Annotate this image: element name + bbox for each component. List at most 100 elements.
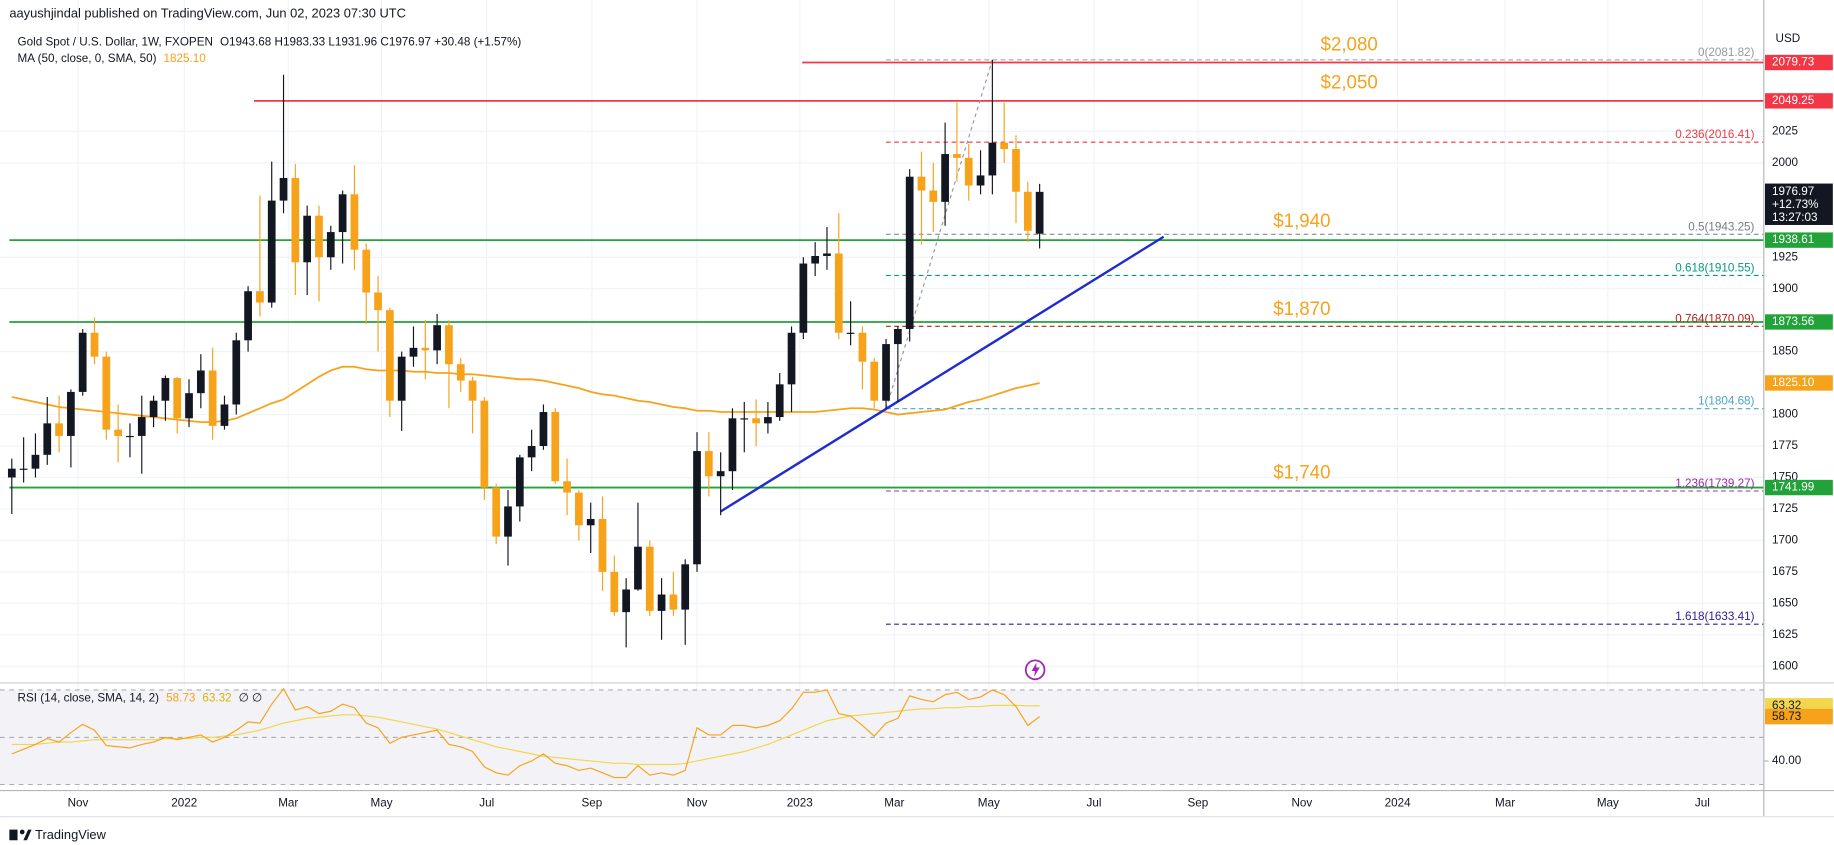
candle-body — [338, 194, 347, 233]
y-tick-label: 1725 — [1772, 502, 1798, 515]
x-tick-label: Jul — [1086, 797, 1101, 810]
x-tick-label: Nov — [1292, 797, 1313, 810]
x-tick-label: Mar — [1495, 797, 1515, 810]
candle-body — [846, 332, 855, 334]
candle-body — [799, 263, 808, 333]
level-badge-bg — [1764, 232, 1833, 248]
candle-body — [421, 347, 430, 351]
rsi-name: RSI (14, close, SMA, 14, 2) — [18, 691, 160, 704]
candle-body — [350, 194, 359, 250]
fib-label: 1(1804.68) — [1698, 395, 1755, 408]
candle-body — [78, 332, 87, 392]
candle-body — [905, 176, 914, 329]
x-tick-label: Sep — [581, 797, 602, 810]
candle-body — [1012, 149, 1020, 192]
candle-body — [882, 344, 890, 401]
candle-body — [114, 429, 122, 436]
candle-body — [126, 435, 134, 438]
candle-body — [775, 384, 784, 418]
x-tick-label: May — [978, 797, 1000, 810]
fib-label: 0.5(1943.25) — [1688, 220, 1754, 233]
candle-body — [244, 291, 252, 341]
x-tick-label: Jul — [479, 797, 494, 810]
price-annotation: $2,050 — [1321, 71, 1378, 92]
candle-body — [208, 370, 217, 426]
ma-name: MA (50, close, 0, SMA, 50) — [18, 52, 157, 65]
x-tick-label: Jul — [1695, 797, 1710, 810]
candle-body — [256, 291, 264, 303]
y-tick-label: 1850 — [1772, 345, 1798, 358]
rsi-ma-value: 63.32 — [202, 691, 231, 704]
credit: aayushjindal published on TradingView.co… — [9, 6, 406, 21]
x-tick-label: Mar — [884, 797, 904, 810]
candle-body — [196, 370, 205, 394]
candle-body — [303, 215, 312, 263]
candle-body — [917, 176, 926, 191]
level-badge-bg — [1764, 54, 1833, 71]
level-badge-bg — [1764, 93, 1833, 109]
candle-body — [149, 400, 158, 418]
candle-body — [681, 564, 690, 610]
candle-body — [326, 232, 335, 258]
candle-body — [185, 393, 193, 419]
x-tick-label: Nov — [687, 797, 708, 810]
candle-body — [870, 361, 879, 401]
candle-body — [764, 417, 772, 424]
candle-body — [409, 347, 418, 357]
rsi-value: 58.73 — [166, 691, 196, 704]
x-tick-label: 2022 — [171, 797, 197, 810]
candle-body — [598, 519, 607, 572]
candle-body — [953, 154, 961, 158]
candle-body — [728, 418, 737, 472]
candle-body — [563, 481, 571, 493]
rsi-tick-label: 40.00 — [1772, 754, 1802, 767]
legend-title: Gold Spot / U.S. Dollar, 1W, FXOPEN O1943… — [18, 36, 522, 49]
rsi-badge-bg — [1764, 708, 1833, 725]
ma-line — [11, 365, 1040, 423]
fib-label: 0.618(1910.55) — [1675, 261, 1754, 274]
x-tick-label: Sep — [1188, 797, 1209, 810]
rsi-badge: 58.73 — [1772, 710, 1802, 723]
candle-body — [161, 378, 170, 401]
currency: USD — [1776, 32, 1801, 45]
countdown: 13:27:03 — [1772, 211, 1818, 224]
level-badge: 1938.61 — [1772, 233, 1814, 246]
rsi-line — [11, 687, 1040, 779]
candle-body — [858, 332, 867, 362]
x-tick-label: Mar — [278, 797, 298, 810]
ma-badge: 1825.10 — [1772, 376, 1815, 389]
level-badge-bg — [1764, 314, 1833, 330]
candle-body — [645, 546, 654, 611]
alert-icon — [1024, 659, 1046, 681]
y-tick-label: 1775 — [1772, 439, 1798, 452]
candle-body — [622, 589, 630, 613]
candle-body — [279, 177, 288, 201]
y-tick-label: 1700 — [1772, 533, 1798, 546]
candle-body — [43, 423, 52, 455]
candle-body — [137, 417, 146, 436]
candle-body — [291, 177, 300, 263]
candle-body — [397, 356, 406, 401]
y-tick-label: 1600 — [1772, 659, 1798, 672]
candle-body — [55, 423, 63, 436]
x-tick-label: 2024 — [1385, 797, 1411, 810]
candle-body — [492, 487, 501, 537]
x-tick-label: 2023 — [787, 797, 813, 810]
candle-body — [657, 594, 666, 611]
candle-body — [740, 418, 749, 420]
y-tick-label: 1800 — [1772, 408, 1798, 421]
candle-body — [823, 253, 831, 256]
candle-body — [67, 391, 75, 436]
candle-body — [90, 332, 99, 357]
candle-body — [362, 249, 371, 293]
level-badge: 1741.99 — [1772, 481, 1814, 494]
y-tick-label: 1675 — [1772, 565, 1798, 578]
candle-body — [976, 175, 985, 186]
last-price-bg — [1764, 183, 1833, 225]
candle-body — [693, 451, 701, 565]
candle-body — [539, 412, 548, 447]
candle-body — [811, 255, 820, 264]
last-change: +12.73% — [1772, 198, 1819, 211]
candle-body — [929, 190, 938, 202]
